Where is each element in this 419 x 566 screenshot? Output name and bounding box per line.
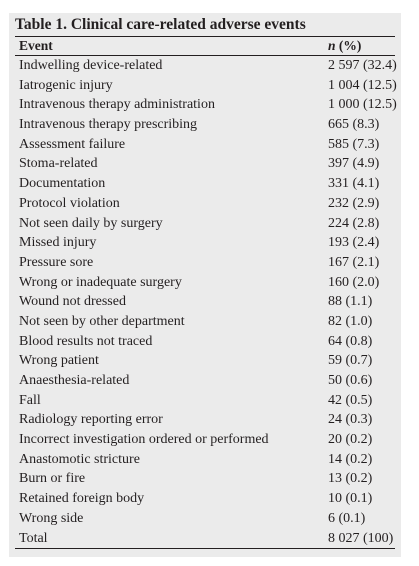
header-n-symbol: n [328,38,336,53]
table-row: Radiology reporting error 24 (0.3) [15,410,395,430]
table-row: Protocol violation 232 (2.9) [15,194,395,214]
header-event: Event [19,38,53,53]
event-cell: Intravenous therapy administration [19,97,215,113]
event-cell: Blood results not traced [19,333,153,349]
event-cell: Assessment failure [19,136,126,152]
event-cell: Radiology reporting error [19,412,163,428]
n-percent-cell: 24 (0.3) [328,412,373,428]
n-percent-cell: 2 597 (32.4) [328,58,397,73]
event-cell: Burn or fire [19,471,86,487]
table-row: Documentation 331 (4.1) [15,174,395,194]
n-percent-cell: 42 (0.5) [328,392,373,408]
table-row: Burn or fire 13 (0.2) [15,469,395,489]
event-cell: Not seen by other department [19,313,185,329]
table-title: Table 1. Clinical care-related adverse e… [15,16,306,33]
n-percent-cell: 665 (8.3) [328,117,380,133]
n-percent-cell: 8 027 (100) [328,530,394,546]
event-cell: Wrong patient [19,353,99,369]
table-header-row: Event n (%) [15,37,395,55]
event-cell: Anaesthesia-related [19,373,130,388]
table-row: Not seen daily by surgery 224 (2.8) [15,214,395,234]
n-percent-cell: 50 (0.6) [328,373,373,388]
n-percent-cell: 10 (0.1) [328,491,373,507]
table-row: Pressure sore 167 (2.1) [15,253,395,273]
table-row: Stoma-related 397 (4.9) [15,154,395,174]
n-percent-cell: 1 004 (12.5) [328,77,397,93]
event-cell: Incorrect investigation ordered or perfo… [19,432,269,448]
table-row: Incorrect investigation ordered or perfo… [15,430,395,450]
table-panel: Table 1. Clinical care-related adverse e… [9,13,401,557]
n-percent-cell: 13 (0.2) [328,471,373,487]
event-cell: Missed injury [19,235,97,251]
n-percent-cell: 59 (0.7) [328,353,373,369]
table-body: Indwelling device-related 2 597 (32.4) Iat… [15,56,397,549]
table-row: Fall 42 (0.5) [15,391,395,411]
event-cell: Wound not dressed [19,294,126,310]
n-percent-cell: 6 (0.1) [328,510,366,526]
n-percent-cell: 1 000 (12.5) [328,97,397,113]
n-percent-cell: 397 (4.9) [328,156,380,172]
table-row: Missed injury 193 (2.4) [15,233,395,253]
event-cell: Retained foreign body [19,491,145,507]
event-cell: Stoma-related [19,156,98,172]
top-rule [15,36,395,37]
table-row: Anastomotic stricture 14 (0.2) [15,450,395,470]
table-row: Blood results not traced 64 (0.8) [15,332,395,352]
table-row-total: Total 8 027 (100) [15,529,395,549]
event-cell: Intravenous therapy prescribing [19,117,198,133]
table-row: Wrong side 6 (0.1) [15,509,395,529]
table-row: Wound not dressed 88 (1.1) [15,292,395,312]
event-cell: Fall [19,392,41,408]
event-cell: Total [19,530,48,546]
event-cell: Documentation [19,176,106,192]
table-row: Wrong or inadequate surgery 160 (2.0) [15,273,395,293]
n-percent-cell: 88 (1.1) [328,294,373,310]
n-percent-cell: 331 (4.1) [328,176,380,192]
header-rule [15,55,395,56]
bottom-rule [15,548,395,549]
n-percent-cell: 160 (2.0) [328,274,380,290]
event-cell: Iatrogenic injury [19,77,113,93]
table-row: Indwelling device-related 2 597 (32.4) [15,56,397,76]
n-percent-cell: 167 (2.1) [328,254,380,270]
n-percent-cell: 64 (0.8) [328,333,373,349]
n-percent-cell: 82 (1.0) [328,313,373,329]
table-row: Anaesthesia-related 50 (0.6) [15,371,395,391]
n-percent-cell: 232 (2.9) [328,195,380,211]
event-cell: Indwelling device-related [19,58,163,73]
event-cell: Protocol violation [19,195,120,211]
n-percent-cell: 224 (2.8) [328,215,380,231]
header-n-suffix: (%) [335,38,362,53]
table-row: Intravenous therapy prescribing 665 (8.3) [15,115,395,135]
event-cell: Wrong or inadequate surgery [19,274,182,290]
n-percent-cell: 20 (0.2) [328,432,373,448]
event-cell: Anastomotic stricture [19,451,140,467]
table-row: Not seen by other department 82 (1.0) [15,312,395,332]
event-cell: Not seen daily by surgery [19,215,163,231]
table-row: Iatrogenic injury 1 004 (12.5) [15,76,397,96]
table-row: Intravenous therapy administration 1 000 … [15,95,397,115]
table-row: Retained foreign body 10 (0.1) [15,489,395,509]
table-row: Wrong patient 59 (0.7) [15,351,395,371]
n-percent-cell: 193 (2.4) [328,235,380,251]
event-cell: Pressure sore [19,254,94,270]
n-percent-cell: 14 (0.2) [328,451,373,467]
header-n-percent: n (%) [328,37,361,55]
event-cell: Wrong side [19,510,84,526]
table-row: Assessment failure 585 (7.3) [15,135,395,155]
n-percent-cell: 585 (7.3) [328,136,380,152]
